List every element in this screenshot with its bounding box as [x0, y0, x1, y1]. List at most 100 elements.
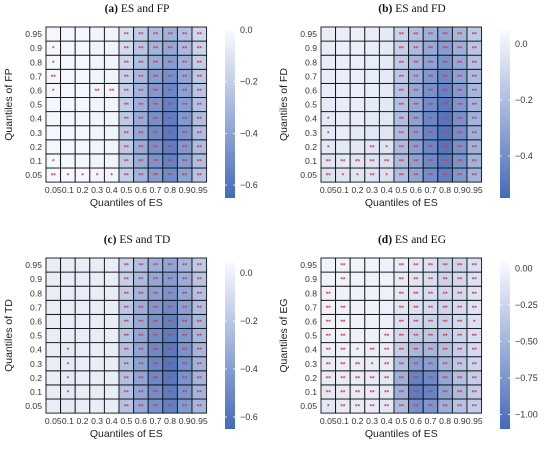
significance-mark: ** [153, 74, 159, 81]
significance-mark: ** [457, 144, 463, 151]
heatmap-cell [320, 40, 337, 56]
significance-mark: ** [168, 319, 174, 326]
heatmap-cell [74, 313, 91, 329]
significance-mark: ** [153, 319, 159, 326]
panel-title: ES and EG [392, 234, 446, 246]
y-tick-label: 0.6 [305, 85, 317, 95]
significance-mark: ** [399, 277, 405, 284]
y-tick-label: 0.6 [30, 316, 42, 326]
significance-mark: ** [413, 375, 419, 382]
significance-mark: ** [124, 32, 130, 39]
significance-mark: ** [472, 375, 478, 382]
heatmap-cell [60, 40, 76, 56]
significance-mark: ** [443, 375, 449, 382]
significance-mark: ** [413, 291, 419, 298]
significance-mark: ** [370, 404, 376, 411]
heatmap-cell [378, 54, 395, 70]
y-tick-label: 0.1 [30, 387, 42, 397]
significance-mark: ** [197, 375, 203, 382]
significance-mark: ** [413, 102, 419, 109]
significance-mark: * [385, 173, 388, 180]
significance-mark: ** [168, 32, 174, 39]
heatmap-cell [364, 285, 380, 301]
significance-mark: ** [443, 88, 449, 95]
heatmap-cell [349, 26, 366, 42]
significance-mark: ** [472, 361, 478, 368]
significance-mark: ** [153, 404, 159, 411]
significance-mark: ** [197, 305, 203, 312]
significance-mark: ** [124, 116, 130, 123]
heatmap-cell [89, 54, 105, 70]
color-legend-bar [225, 30, 235, 198]
y-tick-label: 0.2 [305, 142, 317, 152]
heatmap-cell [349, 125, 366, 141]
significance-mark: ** [413, 333, 419, 340]
significance-mark: ** [153, 291, 159, 298]
heatmap-cell [103, 111, 120, 127]
significance-mark: ** [384, 347, 390, 354]
significance-mark: ** [472, 32, 478, 39]
y-tick-label: 0.95 [25, 29, 42, 39]
significance-mark: ** [399, 305, 405, 312]
heatmap-cell [103, 384, 120, 400]
significance-mark: ** [443, 130, 449, 137]
significance-mark: ** [457, 389, 463, 396]
significance-mark: ** [399, 158, 405, 165]
significance-mark: ** [168, 46, 174, 53]
heatmap-cell [103, 328, 120, 344]
significance-mark: ** [340, 389, 346, 396]
y-tick-label: 0.9 [305, 274, 317, 284]
significance-mark: ** [428, 130, 434, 137]
x-tick-label: 0.4 [106, 185, 118, 195]
significance-mark: ** [428, 277, 434, 284]
y-tick-label: 0.7 [305, 71, 317, 81]
heatmap-cell [74, 384, 91, 400]
significance-mark: ** [168, 263, 174, 270]
significance-mark: ** [153, 130, 159, 137]
significance-mark: ** [443, 404, 449, 411]
y-tick-label: 0.6 [305, 316, 317, 326]
significance-mark: ** [457, 361, 463, 368]
significance-mark: ** [399, 375, 405, 382]
y-tick-label: 0.4 [305, 114, 317, 124]
significance-mark: ** [399, 60, 405, 67]
significance-mark: ** [197, 333, 203, 340]
heatmap-cell [335, 125, 351, 141]
heatmap-es-fd: (b) ES and FD** * * ** * ** ** ** ** ** **** ** ** **… [278, 3, 533, 209]
significance-mark: ** [124, 158, 130, 165]
heatmap-cell [349, 139, 366, 155]
significance-mark: * [327, 144, 330, 151]
significance-mark: ** [472, 60, 478, 67]
significance-mark: ** [182, 291, 188, 298]
significance-mark: ** [197, 74, 203, 81]
significance-mark: ** [138, 319, 144, 326]
significance-mark: ** [457, 305, 463, 312]
significance-mark: ** [472, 46, 478, 53]
heatmap-cell [378, 271, 395, 287]
significance-mark: ** [384, 361, 390, 368]
significance-mark: * [110, 173, 113, 180]
heatmap-cell [103, 54, 120, 70]
heatmap-cell [364, 111, 380, 127]
significance-mark: ** [413, 88, 419, 95]
heatmap-cell [74, 125, 91, 141]
y-tick-label: 0.8 [30, 57, 42, 67]
significance-mark: ** [326, 158, 332, 165]
significance-mark: ** [153, 277, 159, 284]
heatmap-cell [320, 257, 337, 273]
heatmap-cell [89, 285, 105, 301]
heatmap-cell [60, 285, 76, 301]
significance-mark: ** [138, 102, 144, 109]
significance-mark: ** [472, 291, 478, 298]
significance-mark: ** [138, 88, 144, 95]
panel-title: ES and FD [392, 3, 445, 15]
heatmap-cell [364, 328, 380, 344]
heatmap-cell [89, 356, 105, 372]
significance-mark: ** [428, 361, 434, 368]
y-tick-label: 0.3 [30, 128, 42, 138]
heatmap-cell [349, 111, 366, 127]
y-tick-label: 0.05 [300, 170, 317, 180]
significance-mark: ** [138, 144, 144, 151]
significance-mark: ** [428, 319, 434, 326]
significance-mark: ** [384, 389, 390, 396]
